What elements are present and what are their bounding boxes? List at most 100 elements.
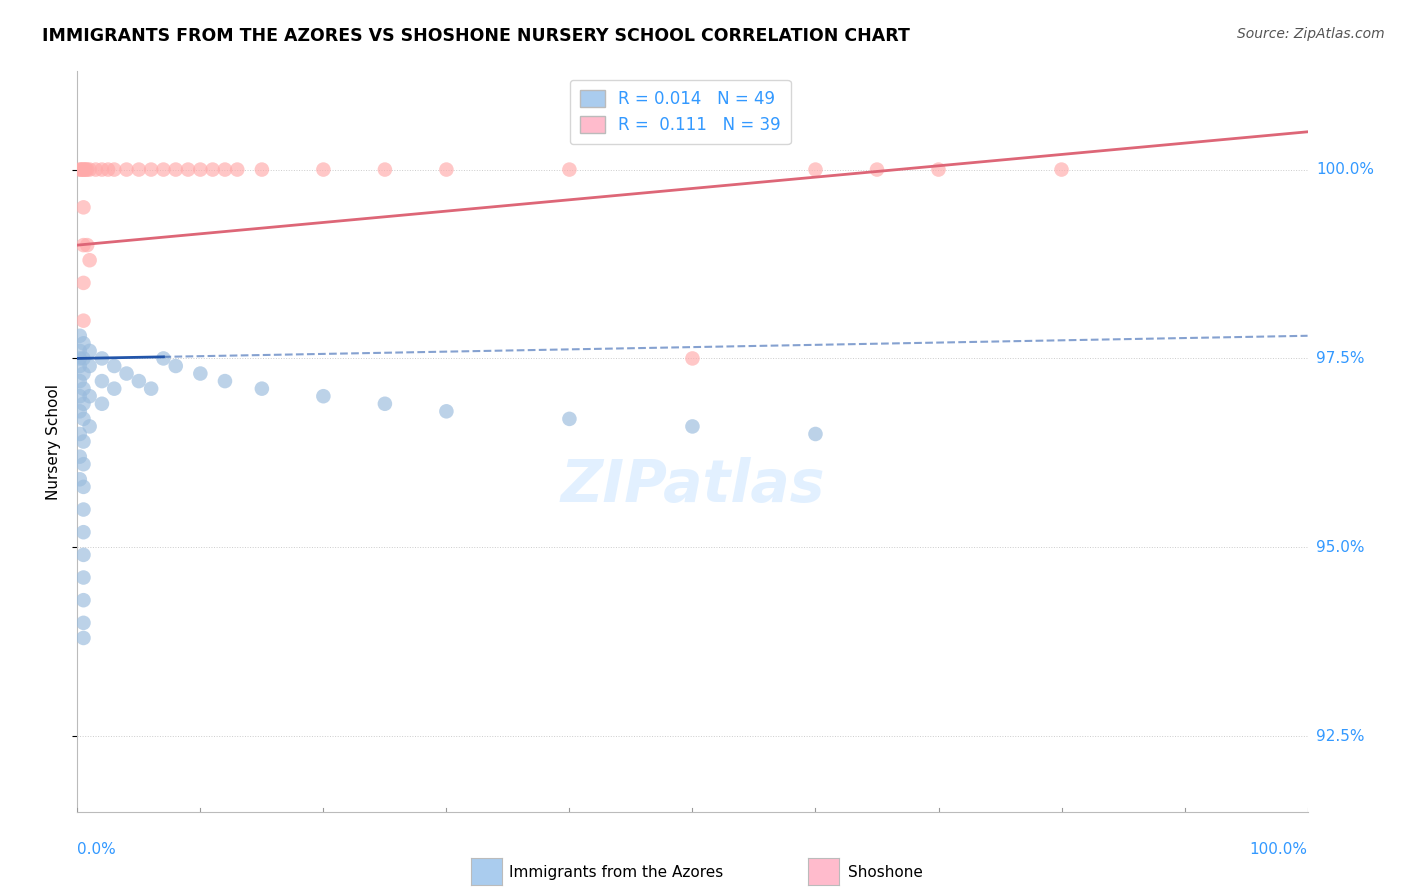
Point	[188, 162, 212, 177]
Point	[69, 343, 91, 358]
Point	[141, 162, 163, 177]
Point	[165, 162, 187, 177]
Point	[70, 162, 93, 177]
Point	[72, 336, 94, 351]
Point	[72, 351, 94, 366]
Point	[165, 359, 187, 373]
Point	[436, 404, 458, 418]
Point	[79, 359, 101, 373]
Point	[374, 397, 396, 411]
Point	[69, 450, 91, 464]
Point	[72, 200, 94, 214]
Text: 95.0%: 95.0%	[1316, 540, 1364, 555]
Point	[97, 162, 120, 177]
Point	[188, 367, 212, 381]
Point	[72, 593, 94, 607]
Point	[1050, 162, 1073, 177]
Point	[75, 162, 97, 177]
Point	[72, 238, 94, 252]
Point	[69, 404, 91, 418]
Point	[312, 389, 335, 403]
Point	[152, 351, 174, 366]
Point	[115, 367, 138, 381]
Point	[90, 374, 114, 388]
Text: Immigrants from the Azores: Immigrants from the Azores	[509, 865, 723, 880]
Point	[103, 162, 125, 177]
Point	[79, 389, 101, 403]
Text: IMMIGRANTS FROM THE AZORES VS SHOSHONE NURSERY SCHOOL CORRELATION CHART: IMMIGRANTS FROM THE AZORES VS SHOSHONE N…	[42, 27, 910, 45]
Point	[79, 253, 101, 268]
Point	[69, 328, 91, 343]
Point	[374, 162, 396, 177]
Point	[70, 162, 93, 177]
Point	[72, 397, 94, 411]
Point	[72, 615, 94, 630]
Point	[73, 162, 96, 177]
Text: 100.0%: 100.0%	[1250, 842, 1308, 857]
Point	[69, 351, 91, 366]
Point	[69, 162, 91, 177]
Point	[90, 162, 114, 177]
Point	[76, 162, 98, 177]
Point	[214, 374, 236, 388]
Text: Source: ZipAtlas.com: Source: ZipAtlas.com	[1237, 27, 1385, 41]
Point	[72, 434, 94, 449]
Point	[177, 162, 200, 177]
Point	[79, 343, 101, 358]
Point	[804, 162, 827, 177]
Point	[72, 570, 94, 584]
Point	[72, 548, 94, 562]
Point	[84, 162, 107, 177]
Point	[69, 472, 91, 486]
Point	[72, 367, 94, 381]
Text: 92.5%: 92.5%	[1316, 729, 1364, 744]
Legend: R = 0.014   N = 49, R =  0.111   N = 39: R = 0.014 N = 49, R = 0.111 N = 39	[569, 79, 790, 145]
Point	[128, 162, 150, 177]
Point	[69, 427, 91, 442]
Point	[682, 419, 704, 434]
Point	[69, 359, 91, 373]
Point	[72, 502, 94, 516]
Point	[128, 374, 150, 388]
Point	[928, 162, 950, 177]
Text: Shoshone: Shoshone	[848, 865, 922, 880]
Point	[90, 397, 114, 411]
Point	[226, 162, 249, 177]
Point	[76, 238, 98, 252]
Point	[682, 351, 704, 366]
Point	[72, 382, 94, 396]
Point	[69, 389, 91, 403]
Point	[201, 162, 224, 177]
Point	[558, 162, 581, 177]
Point	[72, 162, 94, 177]
Point	[72, 631, 94, 645]
Y-axis label: Nursery School: Nursery School	[45, 384, 60, 500]
Point	[250, 382, 273, 396]
Point	[115, 162, 138, 177]
Point	[436, 162, 458, 177]
Point	[72, 457, 94, 471]
Point	[141, 382, 163, 396]
Text: 97.5%: 97.5%	[1316, 351, 1364, 366]
Point	[804, 427, 827, 442]
Text: 100.0%: 100.0%	[1316, 162, 1374, 178]
Text: 0.0%: 0.0%	[77, 842, 117, 857]
Point	[79, 162, 101, 177]
Point	[312, 162, 335, 177]
Point	[72, 412, 94, 426]
Point	[72, 525, 94, 540]
Text: ZIPatlas: ZIPatlas	[560, 458, 825, 515]
Point	[152, 162, 174, 177]
Point	[558, 412, 581, 426]
Point	[250, 162, 273, 177]
Point	[72, 313, 94, 327]
Point	[79, 419, 101, 434]
Point	[72, 480, 94, 494]
Point	[69, 374, 91, 388]
Point	[90, 351, 114, 366]
Point	[103, 359, 125, 373]
Point	[214, 162, 236, 177]
Point	[866, 162, 889, 177]
Point	[72, 276, 94, 290]
Point	[103, 382, 125, 396]
